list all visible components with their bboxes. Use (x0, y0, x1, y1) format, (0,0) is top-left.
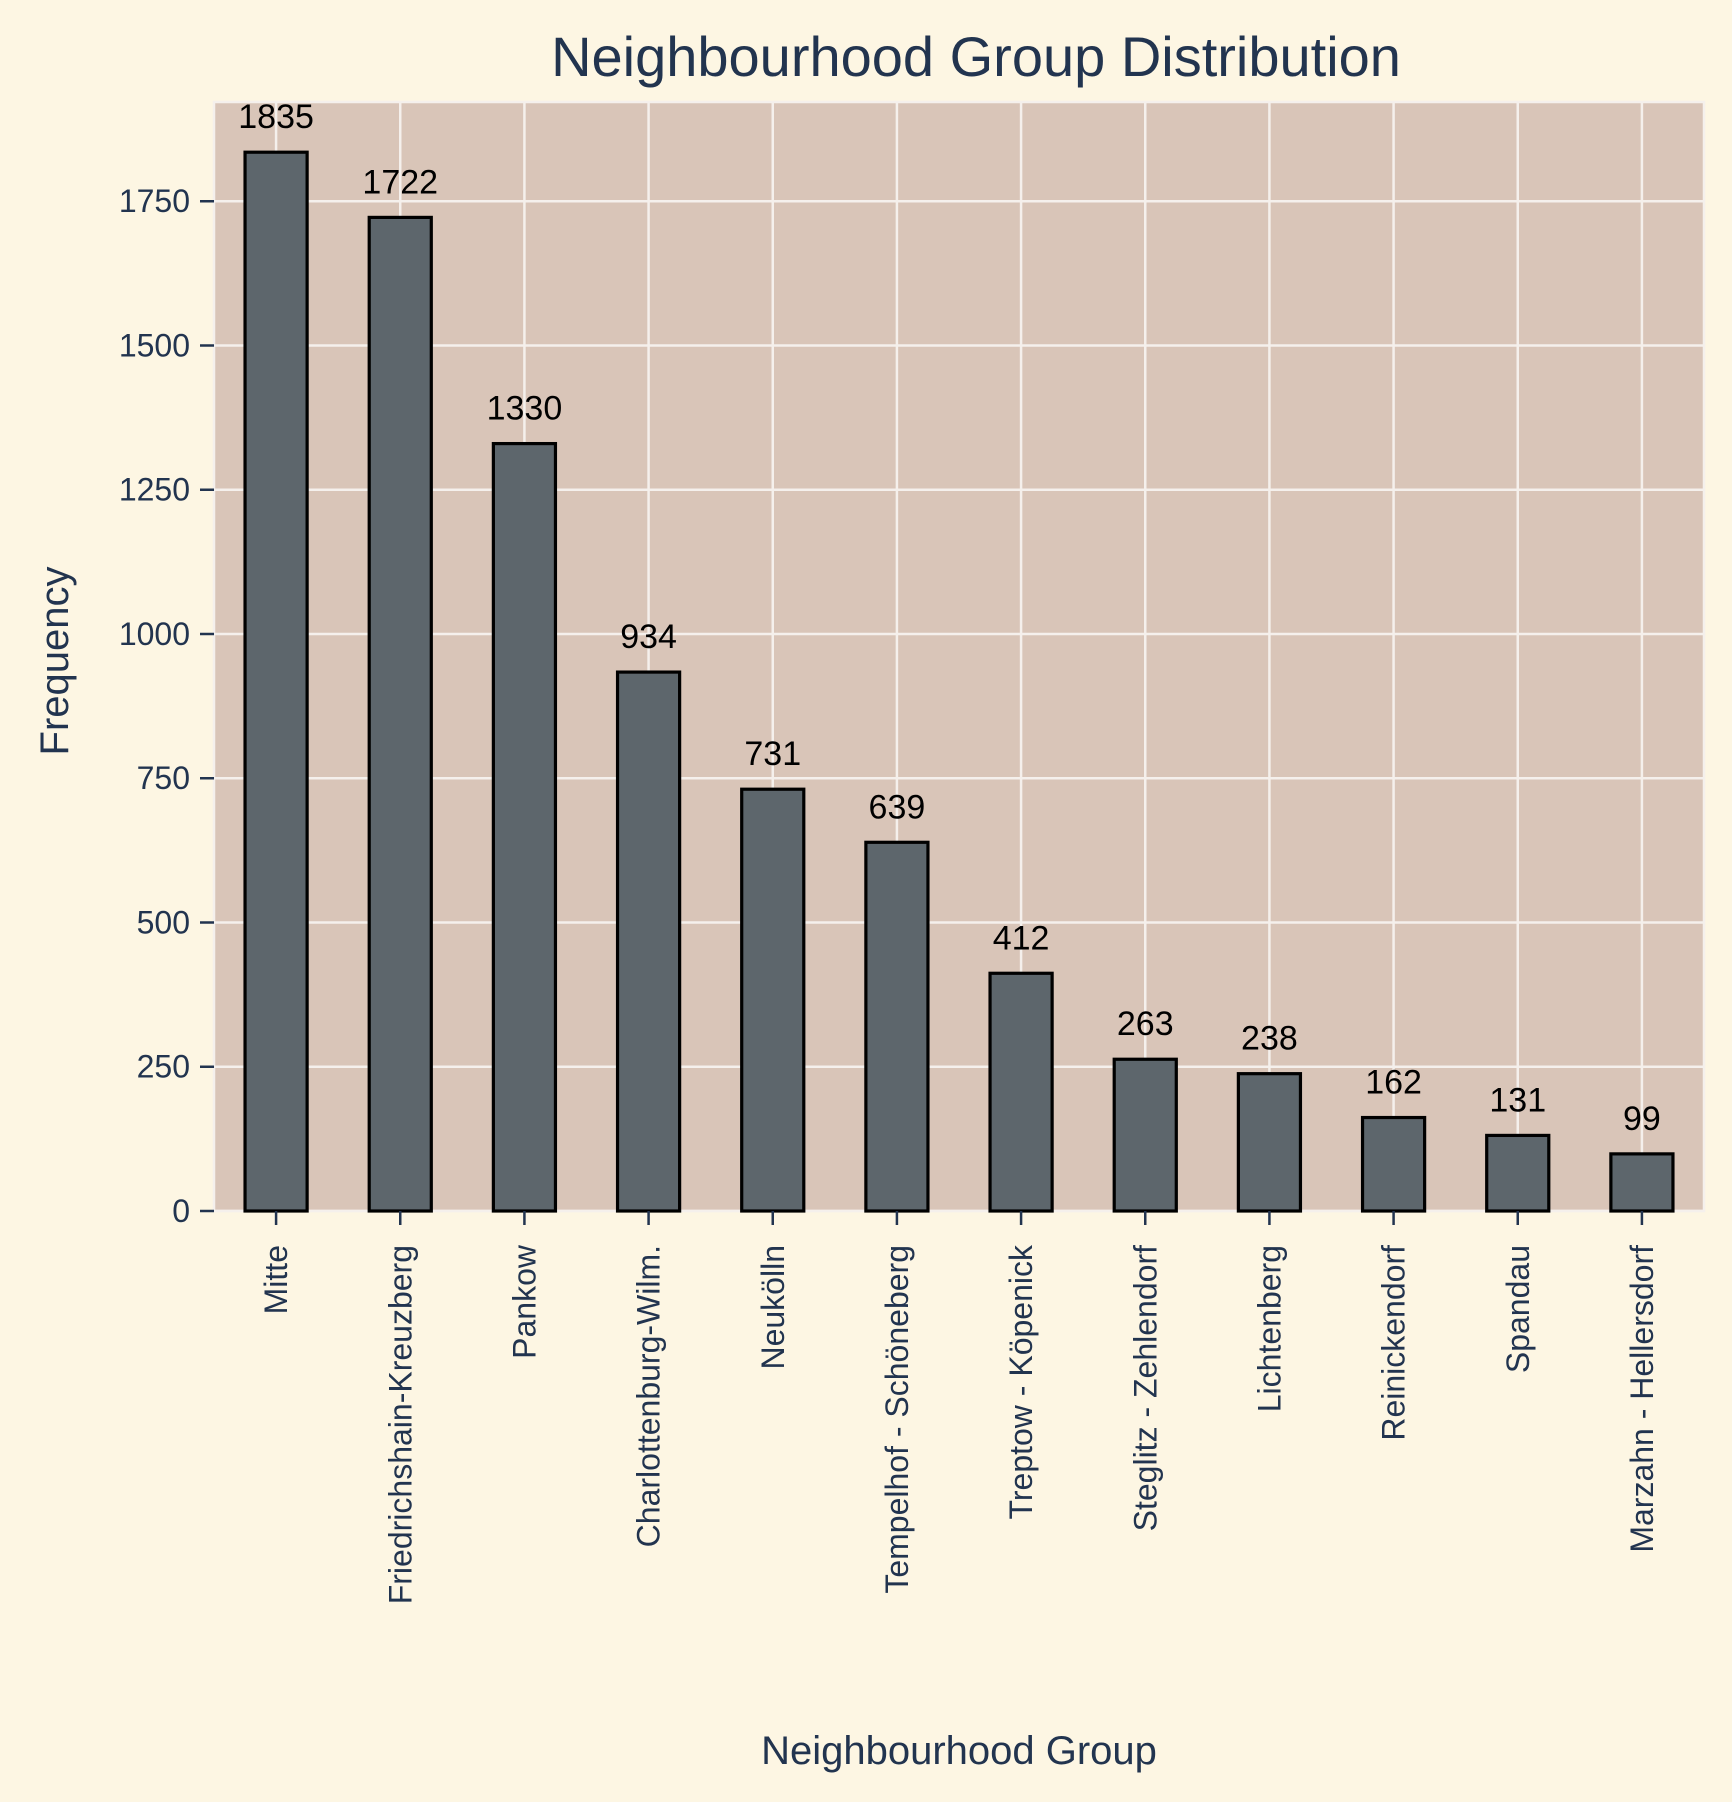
data-label-8: 263 (1117, 1005, 1174, 1043)
y-tick-label-500: 500 (137, 904, 190, 940)
x-tick-label-1: Mitte (258, 1245, 294, 1314)
x-tick-label-6: Tempelhof - Schöneberg (879, 1245, 915, 1594)
x-tick-label-5: Neukölln (755, 1245, 791, 1370)
chart-title: Neighbourhood Group Distribution (551, 25, 1401, 88)
y-tick-label-750: 750 (137, 760, 190, 796)
x-tick-label-9: Lichtenberg (1251, 1245, 1287, 1412)
data-label-1: 1835 (238, 98, 314, 136)
data-label-4: 934 (620, 618, 677, 656)
y-tick-label-1250: 1250 (119, 472, 190, 508)
x-tick-label-8: Steglitz - Zehlendorf (1127, 1245, 1163, 1531)
bar-11 (1487, 1135, 1549, 1211)
x-tick-label-2: Friedrichshain-Kreuzberg (382, 1245, 418, 1604)
plot-area (214, 102, 1704, 1211)
data-label-3: 1330 (487, 390, 563, 428)
data-label-10: 162 (1365, 1064, 1422, 1102)
data-label-9: 238 (1241, 1020, 1298, 1058)
bar-3 (493, 444, 555, 1211)
bar-1 (245, 152, 307, 1211)
x-tick-label-12: Marzahn - Hellersdorf (1624, 1245, 1660, 1553)
y-tick-label-0: 0 (172, 1193, 190, 1229)
data-label-6: 639 (869, 788, 926, 826)
y-tick-label-1000: 1000 (119, 616, 190, 652)
bar-4 (618, 672, 680, 1211)
x-tick-label-3: Pankow (506, 1244, 542, 1359)
bar-9 (1238, 1074, 1300, 1211)
y-tick-label-1750: 1750 (119, 183, 190, 219)
bar-7 (990, 973, 1052, 1211)
y-axis-title: Frequency (33, 567, 77, 756)
data-label-11: 131 (1489, 1081, 1546, 1119)
x-tick-label-11: Spandau (1500, 1245, 1536, 1373)
data-label-2: 1722 (362, 163, 438, 201)
bar-2 (369, 217, 431, 1211)
bar-8 (1114, 1059, 1176, 1211)
x-axis-title: Neighbourhood Group (761, 1729, 1157, 1773)
bar-12 (1611, 1154, 1673, 1211)
bar-5 (742, 789, 804, 1211)
data-label-7: 412 (993, 919, 1050, 957)
x-tick-label-4: Charlottenburg-Wilm. (631, 1245, 667, 1547)
y-tick-label-250: 250 (137, 1049, 190, 1085)
bar-6 (866, 842, 928, 1211)
data-label-5: 731 (744, 735, 801, 773)
bar-10 (1363, 1118, 1425, 1211)
x-tick-label-7: Treptow - Köpenick (1003, 1244, 1039, 1519)
x-tick-label-10: Reinickendorf (1376, 1245, 1412, 1441)
data-label-12: 99 (1623, 1100, 1661, 1138)
y-tick-label-1500: 1500 (119, 327, 190, 363)
